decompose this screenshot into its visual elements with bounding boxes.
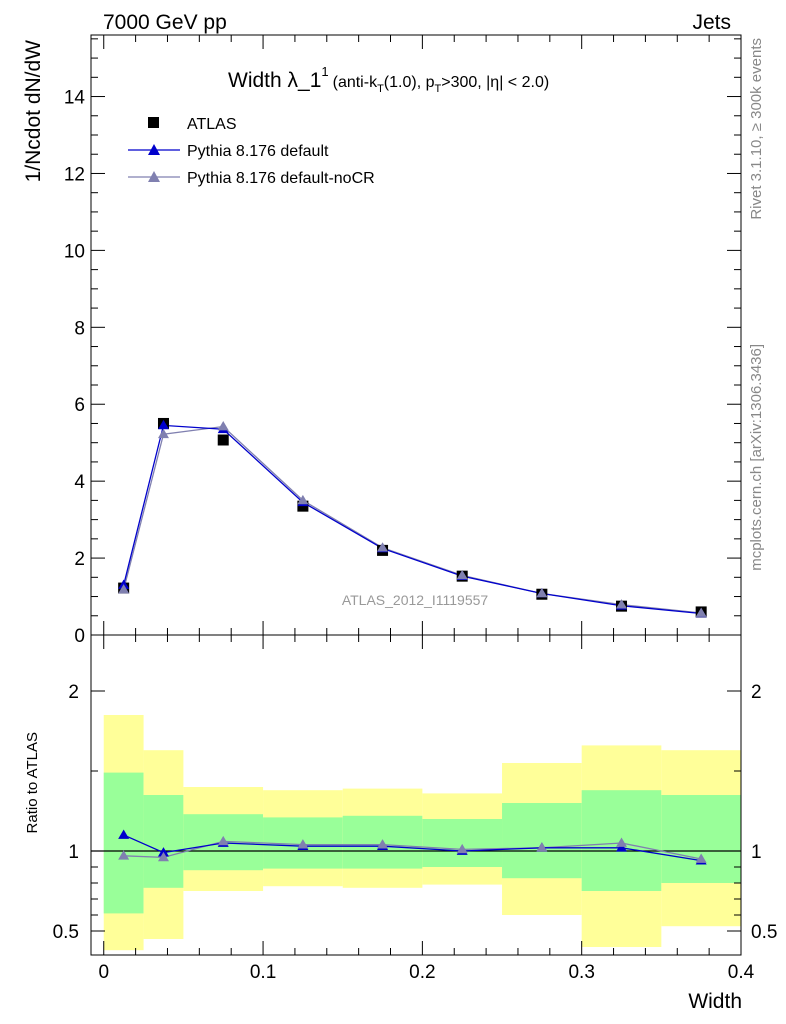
ratio-ytick-label-right: 1 (751, 842, 762, 863)
nocr-data-point (157, 428, 169, 439)
nocr-data-point (217, 421, 229, 431)
title-main: Width λ_1 (228, 69, 321, 92)
ratio-nocr-point (536, 842, 548, 852)
main-ytick-label: 4 (74, 472, 85, 493)
legend: ATLAS Pythia 8.176 default Pythia 8.176 … (128, 116, 375, 187)
ratio-nocr-point (377, 839, 389, 849)
nocr-series-line (123, 425, 702, 614)
title-sup: 1 (321, 64, 328, 79)
legend-default-marker (148, 144, 160, 155)
uncertainty-band-inner (422, 819, 503, 867)
ratio-ytick-label: 1 (68, 842, 79, 863)
ratio-series-layer (118, 829, 707, 865)
main-ytick-label: 12 (64, 164, 85, 185)
ratio-nocr-point (217, 835, 229, 846)
ratio-nocr-point (456, 843, 468, 854)
ratio-panel: 0.5 0.5 1 1 2 2 0 0.1 0.2 0.3 0.4 (53, 634, 777, 983)
title-part1: (anti-k (333, 74, 378, 91)
header-right: Jets (692, 11, 731, 34)
ratio-nocr-point (297, 839, 309, 849)
nocr-data-point (297, 494, 309, 505)
uncertainty-band-inner (502, 803, 582, 879)
main-axis-ticks: 0 2 4 6 8 10 12 14 (64, 35, 742, 647)
ratio-ytick-label: 2 (68, 682, 79, 703)
ratio-default-point (157, 847, 169, 857)
legend-nocr-marker (148, 171, 160, 182)
xtick-label: 0.1 (250, 962, 276, 983)
uncertainty-band-inner (661, 795, 741, 883)
legend-nocr-label: Pythia 8.176 default-noCR (187, 170, 375, 187)
main-ylabel: 1/Ncdot dN/dW (22, 40, 45, 183)
ratio-nocr-point (118, 850, 130, 860)
xtick-label: 0.4 (728, 962, 755, 983)
nocr-data-point (377, 542, 389, 552)
mcplots-label: mcplots.cern.ch [arXiv:1306.3436] (748, 344, 765, 571)
ratio-frame (90, 634, 742, 956)
default-series-line (123, 424, 702, 615)
main-title: Width λ_11(anti-kT(1.0), pT>300, |η| < 2… (228, 64, 549, 95)
ratio-bands (91, 715, 741, 951)
ratio-ytick-label-right: 2 (751, 682, 762, 703)
ratio-nocr-point (695, 853, 707, 863)
main-ytick-label: 14 (64, 88, 86, 109)
title-sub2: T (434, 83, 441, 95)
title-part2: (1.0), p (384, 74, 435, 91)
xtick-label: 0.3 (568, 962, 594, 983)
main-ytick-label: 0 (74, 626, 85, 647)
default-data-point (157, 419, 169, 430)
ratio-nocr-point (157, 851, 169, 862)
nocr-data-point (456, 569, 468, 580)
ratio-default-point (118, 829, 130, 839)
main-ytick-label: 6 (74, 395, 85, 416)
atlas-data-point (217, 434, 229, 446)
nocr-data-point (695, 607, 707, 617)
uncertainty-band-inner (143, 795, 184, 888)
nocr-data-point (118, 584, 130, 594)
xtick-label: 0.2 (409, 962, 435, 983)
title-sub1: T (377, 83, 384, 95)
nocr-data-point (536, 587, 548, 598)
ratio-default-point (616, 842, 628, 852)
rivet-label: Rivet 3.1.10, ≥ 300k events (748, 38, 765, 220)
main-ytick-label: 10 (64, 241, 85, 262)
nocr-data-point (616, 599, 628, 609)
ratio-ytick-label-right: 0.5 (751, 922, 777, 943)
xlabel: Width (688, 990, 742, 1013)
main-ytick-label: 8 (74, 318, 85, 339)
legend-default-label: Pythia 8.176 default (187, 143, 329, 160)
legend-atlas-label: ATLAS (187, 116, 237, 133)
xtick-label: 0 (98, 962, 109, 983)
main-series-layer (118, 417, 707, 618)
ratio-nocr-point (616, 837, 628, 847)
header-left: 7000 GeV pp (103, 11, 227, 34)
uncertainty-band-inner (103, 772, 144, 914)
ratio-axis-ticks: 0.5 0.5 1 1 2 2 0 0.1 0.2 0.3 0.4 (53, 635, 777, 983)
ratio-ylabel: Ratio to ATLAS (24, 732, 41, 833)
main-ytick-label: 2 (74, 549, 85, 570)
ratio-ytick-label: 0.5 (53, 922, 79, 943)
legend-atlas-marker (148, 117, 159, 128)
main-panel: 0 2 4 6 8 10 12 14 (64, 34, 742, 647)
analysis-watermark: ATLAS_2012_I1119557 (342, 592, 489, 608)
title-part3: >300, |η| < 2.0) (441, 74, 549, 91)
